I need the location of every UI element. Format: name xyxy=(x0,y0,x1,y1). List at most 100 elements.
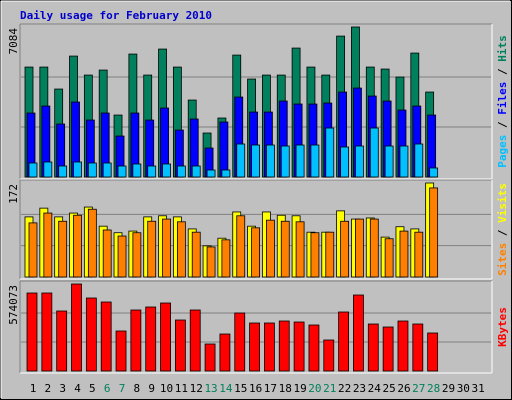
x-tick-label: 22 xyxy=(338,382,351,395)
x-tick-label: 25 xyxy=(383,382,396,395)
x-tick-label: 31 xyxy=(472,382,485,395)
bar xyxy=(251,227,260,278)
bar xyxy=(399,230,409,278)
bar xyxy=(43,212,53,278)
bar xyxy=(145,306,157,372)
bar xyxy=(147,220,157,278)
x-tick-label: 12 xyxy=(190,382,203,395)
bar xyxy=(206,246,216,278)
bar xyxy=(176,165,186,178)
chart-title: Daily usage for February 2010 xyxy=(20,9,212,22)
bar xyxy=(340,220,350,278)
x-tick-label: 20 xyxy=(308,382,321,395)
bar xyxy=(340,146,350,178)
legend-entry: Sites xyxy=(496,243,509,276)
x-tick-label: 7 xyxy=(119,382,126,395)
x-tick-label: 9 xyxy=(148,382,155,395)
bar xyxy=(28,162,38,178)
bar xyxy=(384,145,394,178)
bar xyxy=(325,127,335,178)
bar xyxy=(264,322,275,372)
bar xyxy=(338,311,350,372)
bar xyxy=(221,239,231,278)
bar xyxy=(100,301,112,372)
x-tick-label: 3 xyxy=(59,382,66,395)
x-tick-label: 17 xyxy=(264,382,277,395)
bar xyxy=(28,222,38,278)
x-tick-label: 27 xyxy=(412,382,425,395)
x-tick-label: 30 xyxy=(457,382,470,395)
legend-entry: KBytes xyxy=(496,307,509,347)
bar xyxy=(87,162,97,178)
legend: KBytes xyxy=(496,307,509,347)
y-tick-label: 7084 xyxy=(7,28,20,55)
y-tick-label: 574073 xyxy=(7,285,20,325)
bar xyxy=(162,218,171,278)
bar xyxy=(56,310,68,372)
bar xyxy=(102,162,112,178)
legend-entry: Pages xyxy=(496,135,509,168)
bar xyxy=(132,232,142,278)
bar xyxy=(429,167,439,178)
bar xyxy=(369,218,379,278)
x-tick-label: 6 xyxy=(104,382,111,395)
bar xyxy=(295,144,305,178)
x-tick-label: 21 xyxy=(323,382,336,395)
legend-entry: Visits xyxy=(496,183,509,223)
bar xyxy=(71,283,82,372)
bar xyxy=(176,221,186,278)
bar xyxy=(369,127,379,178)
x-tick-label: 10 xyxy=(160,382,173,395)
bar xyxy=(117,235,127,278)
legend-separator: / xyxy=(496,115,509,135)
bar xyxy=(189,309,201,372)
bar xyxy=(355,218,364,278)
bar xyxy=(117,165,127,178)
bar xyxy=(26,292,38,372)
bar xyxy=(251,144,260,178)
bar xyxy=(85,297,97,372)
legend: Sites / Visits xyxy=(496,183,509,276)
bar xyxy=(295,221,305,278)
bar xyxy=(310,144,320,178)
x-tick-label: 15 xyxy=(234,382,247,395)
bar xyxy=(191,165,201,178)
bar xyxy=(399,145,409,178)
bar xyxy=(278,320,290,372)
x-tick-label: 29 xyxy=(442,382,455,395)
x-tick-label: 23 xyxy=(353,382,366,395)
bar xyxy=(43,161,53,178)
bar xyxy=(41,292,53,372)
bar xyxy=(397,320,409,372)
x-tick-label: 2 xyxy=(45,382,52,395)
bar xyxy=(308,324,320,372)
bar xyxy=(249,322,260,372)
bar xyxy=(325,231,335,278)
bar xyxy=(266,144,275,178)
bar xyxy=(266,219,275,278)
bar xyxy=(310,232,320,278)
bar xyxy=(382,326,394,372)
bar xyxy=(160,302,171,372)
bar xyxy=(221,169,231,178)
x-tick-label: 16 xyxy=(249,382,262,395)
legend-entry: Files xyxy=(496,82,509,115)
legend-separator: / xyxy=(496,223,509,243)
bar xyxy=(204,343,216,372)
x-tick-label: 1 xyxy=(30,382,37,395)
bar xyxy=(412,323,424,372)
bar xyxy=(323,339,335,372)
legend: Pages / Files / Hits xyxy=(496,35,509,168)
bar xyxy=(147,165,157,178)
bar xyxy=(236,143,246,178)
x-tick-label: 26 xyxy=(397,382,410,395)
bar xyxy=(427,332,439,372)
x-tick-label: 11 xyxy=(175,382,188,395)
bar xyxy=(355,145,364,178)
x-tick-label: 8 xyxy=(134,382,141,395)
bar xyxy=(384,238,394,278)
bar xyxy=(236,215,246,278)
bar xyxy=(102,229,112,278)
bar xyxy=(191,231,201,278)
